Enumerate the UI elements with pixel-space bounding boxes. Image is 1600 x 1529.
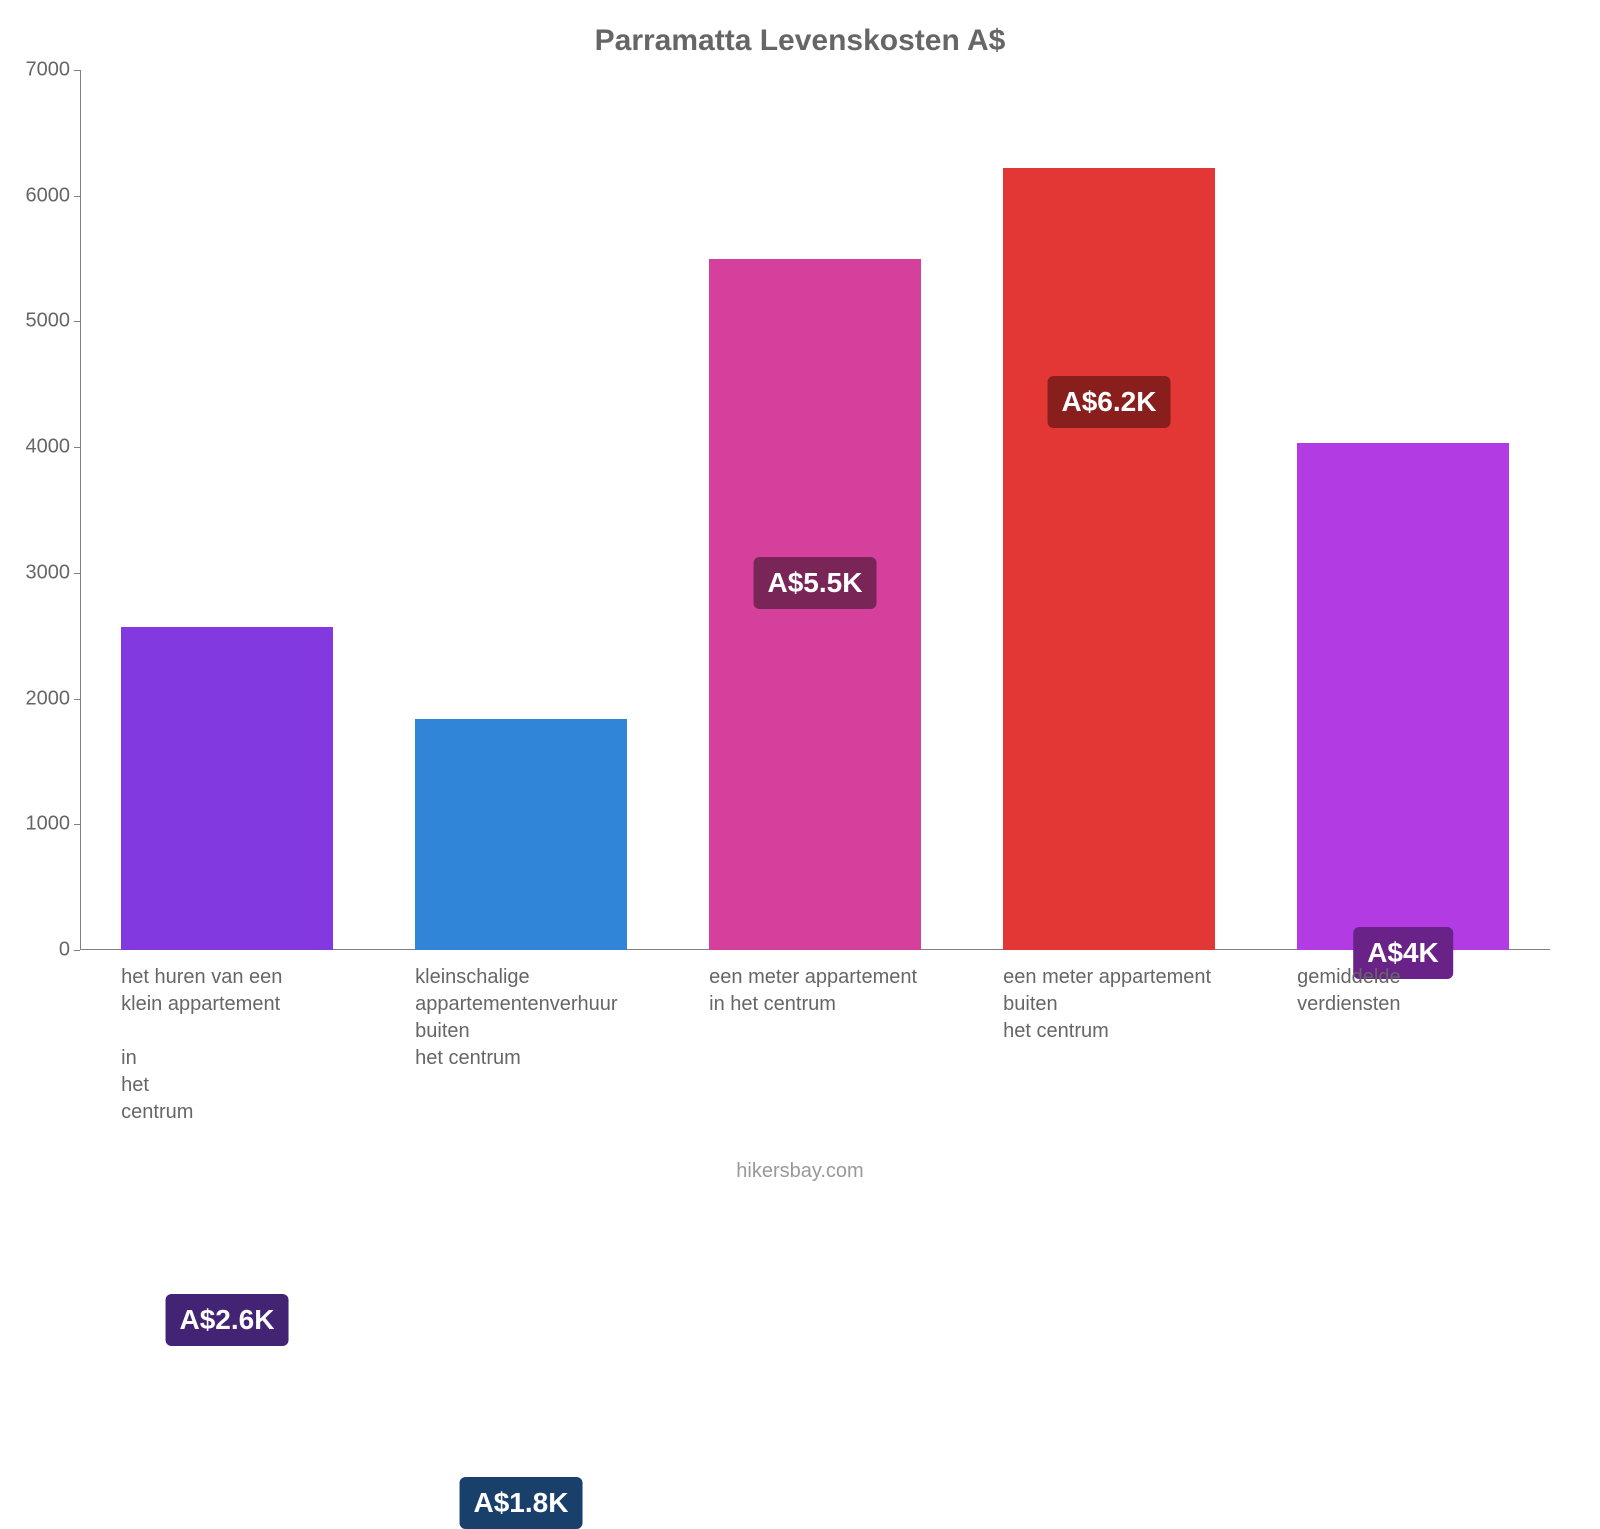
bar: A$1.8K [415, 719, 627, 950]
x-tick-label: een meter appartementin het centrum [709, 964, 951, 1018]
value-badge: A$1.8K [460, 1477, 583, 1529]
bar: A$6.2K [1003, 168, 1215, 950]
value-badge: A$6.2K [1048, 376, 1171, 428]
x-tick-label: het huren van eenklein appartement inhet… [121, 964, 363, 1126]
bar-chart: Parramatta Levenskosten A$ 0100020003000… [0, 0, 1600, 1200]
y-tick-mark [74, 824, 80, 825]
y-tick-mark [74, 196, 80, 197]
y-tick-mark [74, 70, 80, 71]
y-tick-mark [74, 321, 80, 322]
plot-area: 01000200030004000500060007000A$2.6Khet h… [80, 70, 1550, 950]
bar: A$5.5K [709, 259, 921, 950]
value-badge: A$5.5K [754, 557, 877, 609]
y-tick-label: 2000 [26, 687, 81, 710]
y-tick-label: 6000 [26, 184, 81, 207]
y-tick-label: 3000 [26, 561, 81, 584]
y-tick-label: 5000 [26, 310, 81, 333]
chart-title: Parramatta Levenskosten A$ [0, 24, 1600, 58]
x-tick-label: een meter appartementbuitenhet centrum [1003, 964, 1245, 1045]
y-tick-mark [74, 573, 80, 574]
x-tick-label: gemiddeldeverdiensten [1297, 964, 1539, 1018]
y-tick-mark [74, 950, 80, 951]
y-tick-mark [74, 699, 80, 700]
y-tick-label: 7000 [26, 59, 81, 82]
bar: A$4K [1297, 443, 1509, 950]
y-tick-mark [74, 447, 80, 448]
bar: A$2.6K [121, 627, 333, 950]
y-tick-label: 1000 [26, 813, 81, 836]
y-tick-label: 4000 [26, 436, 81, 459]
value-badge: A$2.6K [166, 1294, 289, 1346]
y-axis [80, 70, 81, 950]
x-tick-label: kleinschaligeappartementenverhuurbuitenh… [415, 964, 657, 1072]
attribution-text: hikersbay.com [0, 1160, 1600, 1183]
